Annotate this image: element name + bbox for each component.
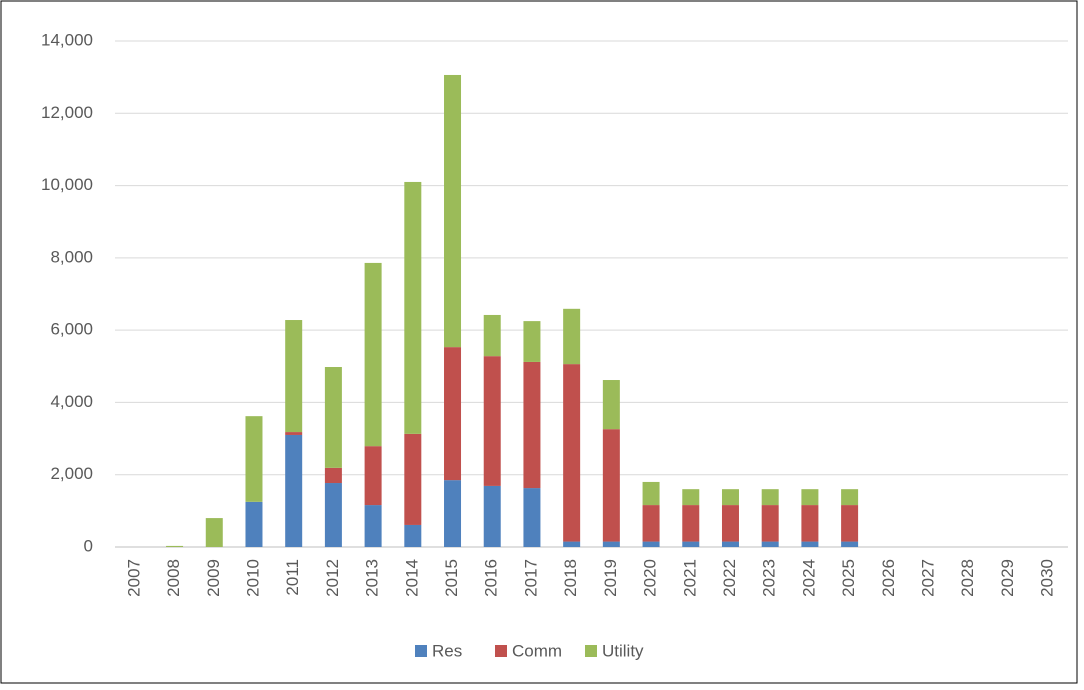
x-tick-label: 2028 [958, 559, 977, 597]
x-tick-label: 2009 [204, 559, 223, 597]
x-tick-label: 2011 [283, 559, 302, 596]
bar-segment [364, 262, 382, 447]
bar-segment [205, 518, 223, 547]
y-tick-label: 12,000 [41, 103, 93, 122]
bar-segment [642, 541, 660, 547]
bar-segment [563, 541, 581, 547]
bar-segment [602, 541, 620, 547]
bar-segment [682, 541, 700, 547]
x-tick-label: 2026 [879, 559, 898, 597]
bar-segment [483, 314, 501, 357]
x-tick-label: 2019 [601, 559, 620, 597]
bar-segment [801, 489, 819, 506]
bar-segment [404, 524, 422, 547]
bar-segment [364, 505, 382, 547]
legend-swatch [495, 645, 507, 657]
bar-segment [166, 545, 184, 547]
legend-label: Utility [602, 641, 644, 660]
bar-segment [404, 181, 422, 434]
x-tick-label: 2023 [760, 559, 779, 597]
bar-segment [444, 74, 462, 348]
bar-segment [285, 434, 303, 547]
x-tick-label: 2029 [998, 559, 1017, 597]
bar-segment [721, 489, 739, 506]
x-tick-label: 2014 [402, 559, 421, 597]
bar-segment [761, 489, 779, 506]
bar-segment [801, 505, 819, 542]
bar-segment [602, 429, 620, 542]
bar-segment [642, 481, 660, 506]
bar-segment [245, 416, 263, 502]
x-tick-label: 2008 [164, 559, 183, 597]
bar-segment [841, 541, 859, 547]
x-tick-label: 2030 [1038, 559, 1057, 597]
bar-segment [285, 320, 303, 433]
bar-segment [364, 446, 382, 506]
bar-segment [761, 505, 779, 542]
x-tick-label: 2027 [919, 559, 938, 597]
bar-segment [761, 541, 779, 547]
y-tick-label: 2,000 [50, 464, 93, 483]
x-tick-label: 2017 [521, 559, 540, 597]
bar-segment [483, 356, 501, 486]
bar-segment [404, 433, 422, 525]
x-tick-label: 2022 [720, 559, 739, 597]
x-tick-label: 2020 [641, 559, 660, 597]
x-tick-label: 2012 [323, 559, 342, 597]
y-tick-label: 4,000 [50, 392, 93, 411]
bar-segment [682, 505, 700, 542]
x-tick-label: 2013 [363, 559, 382, 597]
bar-segment [483, 485, 501, 547]
bar-segment [801, 541, 819, 547]
x-tick-label: 2007 [124, 559, 143, 597]
bar-segment [841, 489, 859, 506]
legend-swatch [415, 645, 427, 657]
legend-label: Res [432, 641, 462, 660]
y-tick-label: 10,000 [41, 175, 93, 194]
bar-segment [682, 489, 700, 506]
bar-segment [285, 432, 303, 435]
legend-swatch [585, 645, 597, 657]
x-tick-label: 2025 [839, 559, 858, 597]
bar-segment [523, 321, 541, 362]
bar-segment [721, 505, 739, 542]
bar-segment [563, 308, 581, 365]
bar-segment [563, 364, 581, 542]
bar-segment [642, 505, 660, 542]
y-tick-label: 6,000 [50, 320, 93, 339]
y-tick-label: 0 [84, 536, 93, 555]
y-tick-label: 8,000 [50, 247, 93, 266]
bar-segment [523, 488, 541, 547]
x-tick-label: 2010 [243, 559, 262, 597]
x-tick-label: 2021 [680, 559, 699, 597]
bar-segment [523, 361, 541, 489]
bar-segment [841, 505, 859, 542]
x-tick-label: 2016 [482, 559, 501, 597]
bar-segment [324, 467, 342, 484]
bar-segment [444, 480, 462, 547]
legend-label: Comm [512, 641, 562, 660]
bar-segment [444, 347, 462, 481]
bar-segment [602, 380, 620, 430]
bar-segment [721, 541, 739, 547]
bar-segment [324, 483, 342, 547]
bar-segment [324, 367, 342, 468]
x-tick-label: 2018 [561, 559, 580, 597]
x-tick-label: 2015 [442, 559, 461, 597]
y-tick-label: 14,000 [41, 30, 93, 49]
bar-segment [245, 501, 263, 547]
x-tick-label: 2024 [799, 559, 818, 597]
